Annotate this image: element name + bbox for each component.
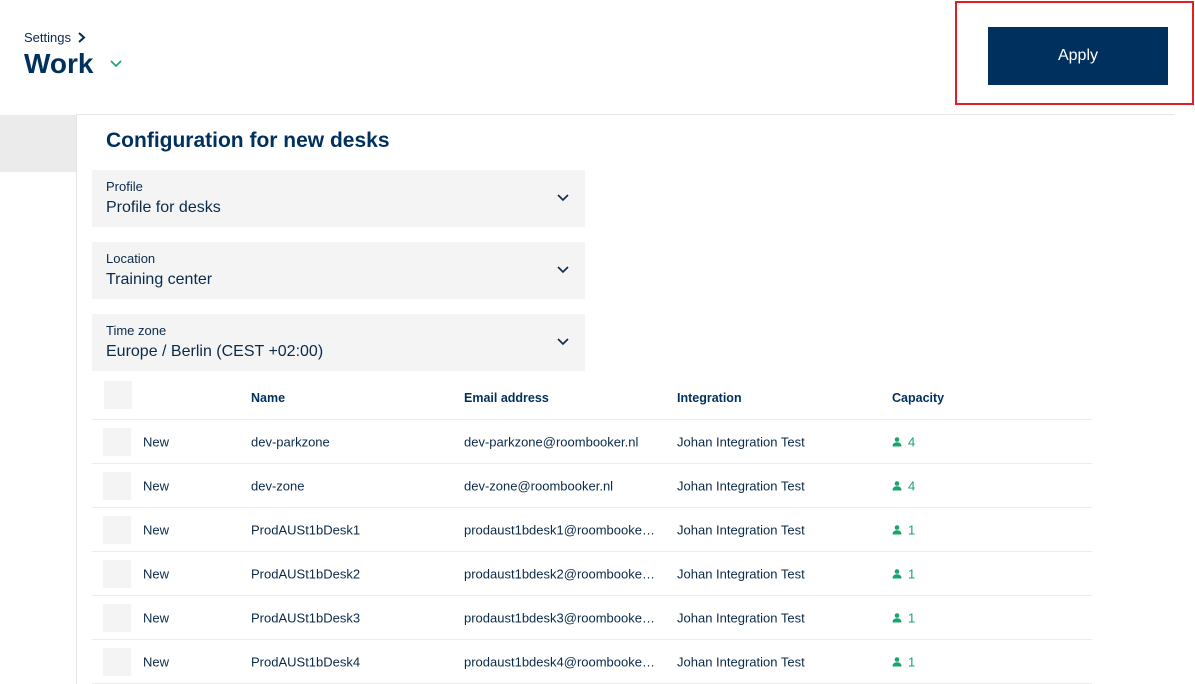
person-icon — [892, 569, 902, 579]
column-name[interactable]: Name — [251, 391, 286, 405]
row-name: dev-parkzone — [251, 434, 330, 449]
table-row[interactable]: New ProdAUSt1bDesk1 prodaust1bdesk1@room… — [92, 508, 1092, 552]
chevron-down-icon — [557, 338, 569, 346]
row-integration: Johan Integration Test — [677, 434, 805, 449]
capacity-value: 1 — [908, 522, 916, 537]
capacity-value: 1 — [908, 654, 916, 669]
row-capacity: 1 — [892, 522, 915, 537]
chevron-down-icon[interactable] — [109, 60, 122, 68]
row-status: New — [143, 434, 170, 449]
apply-button[interactable]: Apply — [988, 27, 1168, 85]
table-row[interactable]: New ProdAUSt1bDesk4 prodaust1bdesk4@room… — [92, 640, 1092, 684]
desks-table: Name Email address Integration Capacity … — [92, 377, 1092, 684]
breadcrumb-settings[interactable]: Settings — [24, 30, 71, 45]
table-header: Name Email address Integration Capacity — [92, 377, 1092, 420]
row-email: prodaust1bdesk2@roombooker.... — [464, 566, 656, 581]
highlight-box — [955, 1, 1194, 105]
row-status: New — [143, 654, 170, 669]
field-label: Profile — [106, 179, 143, 194]
field-label: Location — [106, 251, 156, 266]
row-checkbox[interactable] — [103, 647, 131, 676]
field-value: Europe / Berlin (CEST +02:00) — [106, 343, 324, 360]
page-title[interactable]: Work — [24, 48, 122, 80]
capacity-value: 1 — [908, 566, 916, 581]
capacity-value: 4 — [908, 434, 916, 449]
table-row[interactable]: New ProdAUSt1bDesk3 prodaust1bdesk3@room… — [92, 596, 1092, 640]
field-value: Profile for desks — [106, 199, 221, 216]
row-capacity: 1 — [892, 610, 915, 625]
row-integration: Johan Integration Test — [677, 654, 805, 669]
row-email: prodaust1bdesk3@roombooker.... — [464, 610, 656, 625]
row-checkbox[interactable] — [103, 427, 131, 456]
row-name: ProdAUSt1bDesk4 — [251, 654, 361, 669]
column-integration[interactable]: Integration — [677, 391, 742, 405]
table-row[interactable]: New dev-zone dev-zone@roombooker.nl Joha… — [92, 464, 1092, 508]
capacity-value: 4 — [908, 478, 916, 493]
row-status: New — [143, 610, 170, 625]
select-time-zone[interactable]: Time zone Europe / Berlin (CEST +02:00) — [92, 314, 585, 371]
table-row[interactable]: New ProdAUSt1bDesk2 prodaust1bdesk2@room… — [92, 552, 1092, 596]
column-capacity[interactable]: Capacity — [892, 391, 945, 405]
row-checkbox[interactable] — [103, 471, 131, 500]
row-checkbox[interactable] — [103, 559, 131, 588]
row-status: New — [143, 566, 170, 581]
row-integration: Johan Integration Test — [677, 478, 805, 493]
header-divider — [76, 114, 1175, 115]
chevron-down-icon — [557, 266, 569, 274]
column-email[interactable]: Email address — [464, 391, 549, 405]
row-integration: Johan Integration Test — [677, 566, 805, 581]
select-location[interactable]: Location Training center — [92, 242, 585, 299]
row-email: prodaust1bdesk4@roombooker.... — [464, 654, 656, 669]
page-title-text: Work — [24, 48, 94, 79]
sidebar-divider — [76, 114, 77, 684]
row-capacity: 4 — [892, 434, 915, 449]
person-icon — [892, 525, 902, 535]
table-row[interactable]: New dev-parkzone dev-parkzone@roombooker… — [92, 420, 1092, 464]
row-email: dev-zone@roombooker.nl — [464, 478, 614, 493]
row-capacity: 1 — [892, 566, 915, 581]
select-profile[interactable]: Profile Profile for desks — [92, 170, 585, 227]
field-value: Training center — [106, 271, 213, 288]
row-checkbox[interactable] — [103, 515, 131, 544]
row-name: dev-zone — [251, 478, 305, 493]
chevron-down-icon — [557, 194, 569, 202]
person-icon — [892, 437, 902, 447]
field-label: Time zone — [106, 323, 167, 338]
person-icon — [892, 613, 902, 623]
row-name: ProdAUSt1bDesk3 — [251, 610, 361, 625]
row-integration: Johan Integration Test — [677, 610, 805, 625]
row-capacity: 1 — [892, 654, 915, 669]
section-title: Configuration for new desks — [106, 129, 390, 152]
row-status: New — [143, 522, 170, 537]
person-icon — [892, 657, 902, 667]
select-all-checkbox[interactable] — [104, 381, 132, 409]
row-checkbox[interactable] — [103, 603, 131, 632]
breadcrumb: Settings — [24, 30, 86, 45]
row-status: New — [143, 478, 170, 493]
row-email: dev-parkzone@roombooker.nl — [464, 434, 639, 449]
person-icon — [892, 481, 902, 491]
capacity-value: 1 — [908, 610, 916, 625]
sidebar-placeholder — [0, 115, 76, 172]
row-capacity: 4 — [892, 478, 915, 493]
row-email: prodaust1bdesk1@roombooker.... — [464, 522, 656, 537]
row-name: ProdAUSt1bDesk2 — [251, 566, 361, 581]
chevron-right-icon — [78, 32, 86, 43]
row-integration: Johan Integration Test — [677, 522, 805, 537]
row-name: ProdAUSt1bDesk1 — [251, 522, 361, 537]
